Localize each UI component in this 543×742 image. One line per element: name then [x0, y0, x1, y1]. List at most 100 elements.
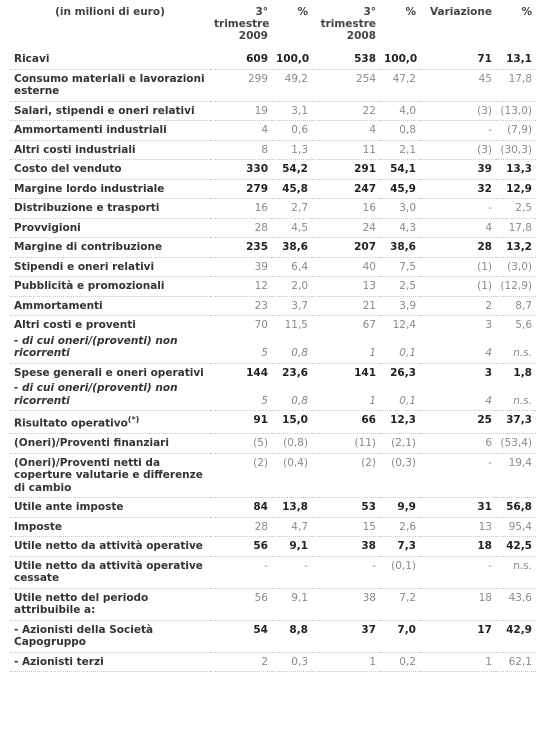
value-cell: n.s. [496, 379, 536, 411]
value-cell: 25 [420, 410, 496, 434]
value-cell: 0,2 [380, 652, 420, 672]
row-label-text: Utile netto da attività operative [14, 540, 203, 552]
row-label: Consumo materiali e lavorazioni esterne [10, 69, 210, 102]
value-cell: 62,1 [496, 652, 536, 672]
value-cell: 9,9 [380, 497, 420, 518]
row-label-text: Salari, stipendi e oneri relativi [14, 104, 195, 117]
row-label: Imposte [10, 517, 210, 537]
row-label-text: Margine di contribuzione [14, 241, 163, 253]
income-table: (in milioni di euro) 3° trimestre 2009 %… [10, 4, 536, 672]
value-cell: 39 [420, 159, 496, 180]
row-label-text: Risultato operativo [14, 417, 128, 430]
row-label-text: (Oneri)/Proventi netti da coperture valu… [14, 456, 203, 494]
table-row: Altri costi e proventi 70 11,5 67 12,4 3 5,6 [10, 316, 536, 332]
value-cell: 38,6 [272, 237, 312, 258]
value-cell: 3,7 [272, 296, 312, 316]
value-cell: 2,6 [380, 517, 420, 537]
row-label: (Oneri)/Proventi netti da coperture valu… [10, 453, 210, 498]
value-cell: 0,8 [272, 331, 312, 364]
value-cell: 17,8 [496, 69, 536, 102]
value-cell: 67 [362, 319, 376, 331]
value-cell: 538 [312, 50, 380, 70]
value-cell: 2,7 [272, 198, 312, 219]
table-row: Provvigioni 28 4,5 24 4,3 4 17,8 [10, 218, 536, 238]
value-cell: 43,6 [496, 588, 536, 621]
value-cell: 23,6 [282, 366, 308, 379]
table-row: Ammortamenti 23 3,7 21 3,9 2 8,7 [10, 296, 536, 316]
value-cell: (2,1) [380, 433, 420, 454]
value-cell: 56 [210, 588, 272, 621]
value-cell: 1,3 [272, 140, 312, 160]
table-row: Costo del venduto 330 54,2 291 54,1 39 13,3 [10, 159, 536, 180]
table-row: Ammortamenti industriali 4 0,6 4 0,8- (7,9) [10, 120, 536, 141]
value-cell: 28 [420, 237, 496, 258]
value-cell: 1 [312, 379, 380, 411]
value-cell: 56 [210, 536, 272, 557]
row-label-text: Ammortamenti industriali [14, 124, 167, 136]
value-cell: 0,6 [272, 120, 312, 141]
value-cell: 18 [420, 536, 496, 557]
row-label: Costo del venduto [10, 159, 210, 180]
value-cell: - [420, 198, 496, 219]
row-label-text: Consumo materiali e lavorazioni esterne [14, 72, 205, 98]
value-cell: 17,8 [496, 218, 536, 238]
value-cell: 0,8 [272, 379, 312, 411]
value-cell: 100,0 [272, 50, 312, 70]
row-label-text: Utile netto da attività operative cessat… [14, 559, 203, 585]
row-label-text: Ricavi [14, 53, 50, 65]
header-cell: 3° trimestre 2009 [214, 6, 270, 42]
value-cell: - [420, 120, 496, 141]
value-cell: 0,3 [272, 652, 312, 672]
value-cell: 12,9 [496, 179, 536, 199]
table-row: Utile netto del periodo attribuibile a: 5… [10, 588, 536, 621]
value-cell: - [312, 556, 380, 589]
value-cell: 4 [420, 331, 496, 364]
value-cell: 2,1 [380, 140, 420, 160]
value-cell: 16 [210, 198, 272, 219]
value-cell: (30,3) [496, 140, 536, 160]
value-cell: 8,7 [496, 296, 536, 316]
value-cell: 13,2 [496, 237, 536, 258]
value-cell: 7,2 [380, 588, 420, 621]
value-cell: 84 [210, 497, 272, 518]
header-cell: (in milioni di euro) [55, 6, 165, 18]
row-label-text: (Oneri)/Proventi finanziari [14, 437, 169, 449]
value-cell: 4 [420, 218, 496, 238]
row-label-text: - Azionisti della Società Capogruppo [14, 623, 154, 649]
value-cell: 4,5 [272, 218, 312, 238]
table-row: Margine lordo industriale 279 45,8 247 45,9 3… [10, 179, 536, 199]
value-cell: (1) [420, 276, 496, 297]
value-cell: (3) [420, 101, 496, 121]
value-cell: 11 [312, 140, 380, 160]
row-label: Distribuzione e trasporti [10, 198, 210, 219]
value-cell: 7,3 [380, 536, 420, 557]
value-cell: (13,0) [496, 101, 536, 121]
row-label: Utile netto da attività operative cessat… [10, 556, 210, 589]
value-cell: (3,0) [496, 257, 536, 277]
row-label-text: Spese generali e oneri operativi [14, 366, 204, 379]
table-row: - Azionisti terzi 2 0,3 1 0,2 1 62,1 [10, 652, 536, 672]
value-cell: 207 [312, 237, 380, 258]
value-cell: 32 [420, 179, 496, 199]
value-cell: 24 [312, 218, 380, 238]
value-cell: 2 [210, 652, 272, 672]
value-cell: 70 [254, 319, 268, 331]
value-cell: 42,5 [496, 536, 536, 557]
value-cell: 3,9 [380, 296, 420, 316]
value-cell: (0,3) [380, 453, 420, 498]
table-row: - Azionisti della Società Capogruppo 54 8,… [10, 620, 536, 653]
value-cell: 4 [312, 120, 380, 141]
value-cell: 6 [420, 433, 496, 454]
table-row: Pubblicità e promozionali 12 2,0 13 2,5 (1) (1… [10, 276, 536, 297]
table-row: (Oneri)/Proventi netti da coperture valu… [10, 453, 536, 498]
value-cell: 1 [312, 331, 380, 364]
row-label: Provvigioni [10, 218, 210, 238]
value-cell: 21 [312, 296, 380, 316]
value-cell: 235 [210, 237, 272, 258]
value-cell: 3,1 [272, 101, 312, 121]
value-cell: 40 [312, 257, 380, 277]
value-cell: 12,3 [380, 410, 420, 434]
value-cell: 39 [210, 257, 272, 277]
row-label: Utile ante imposte [10, 497, 210, 518]
row-label: Ricavi [10, 50, 210, 70]
